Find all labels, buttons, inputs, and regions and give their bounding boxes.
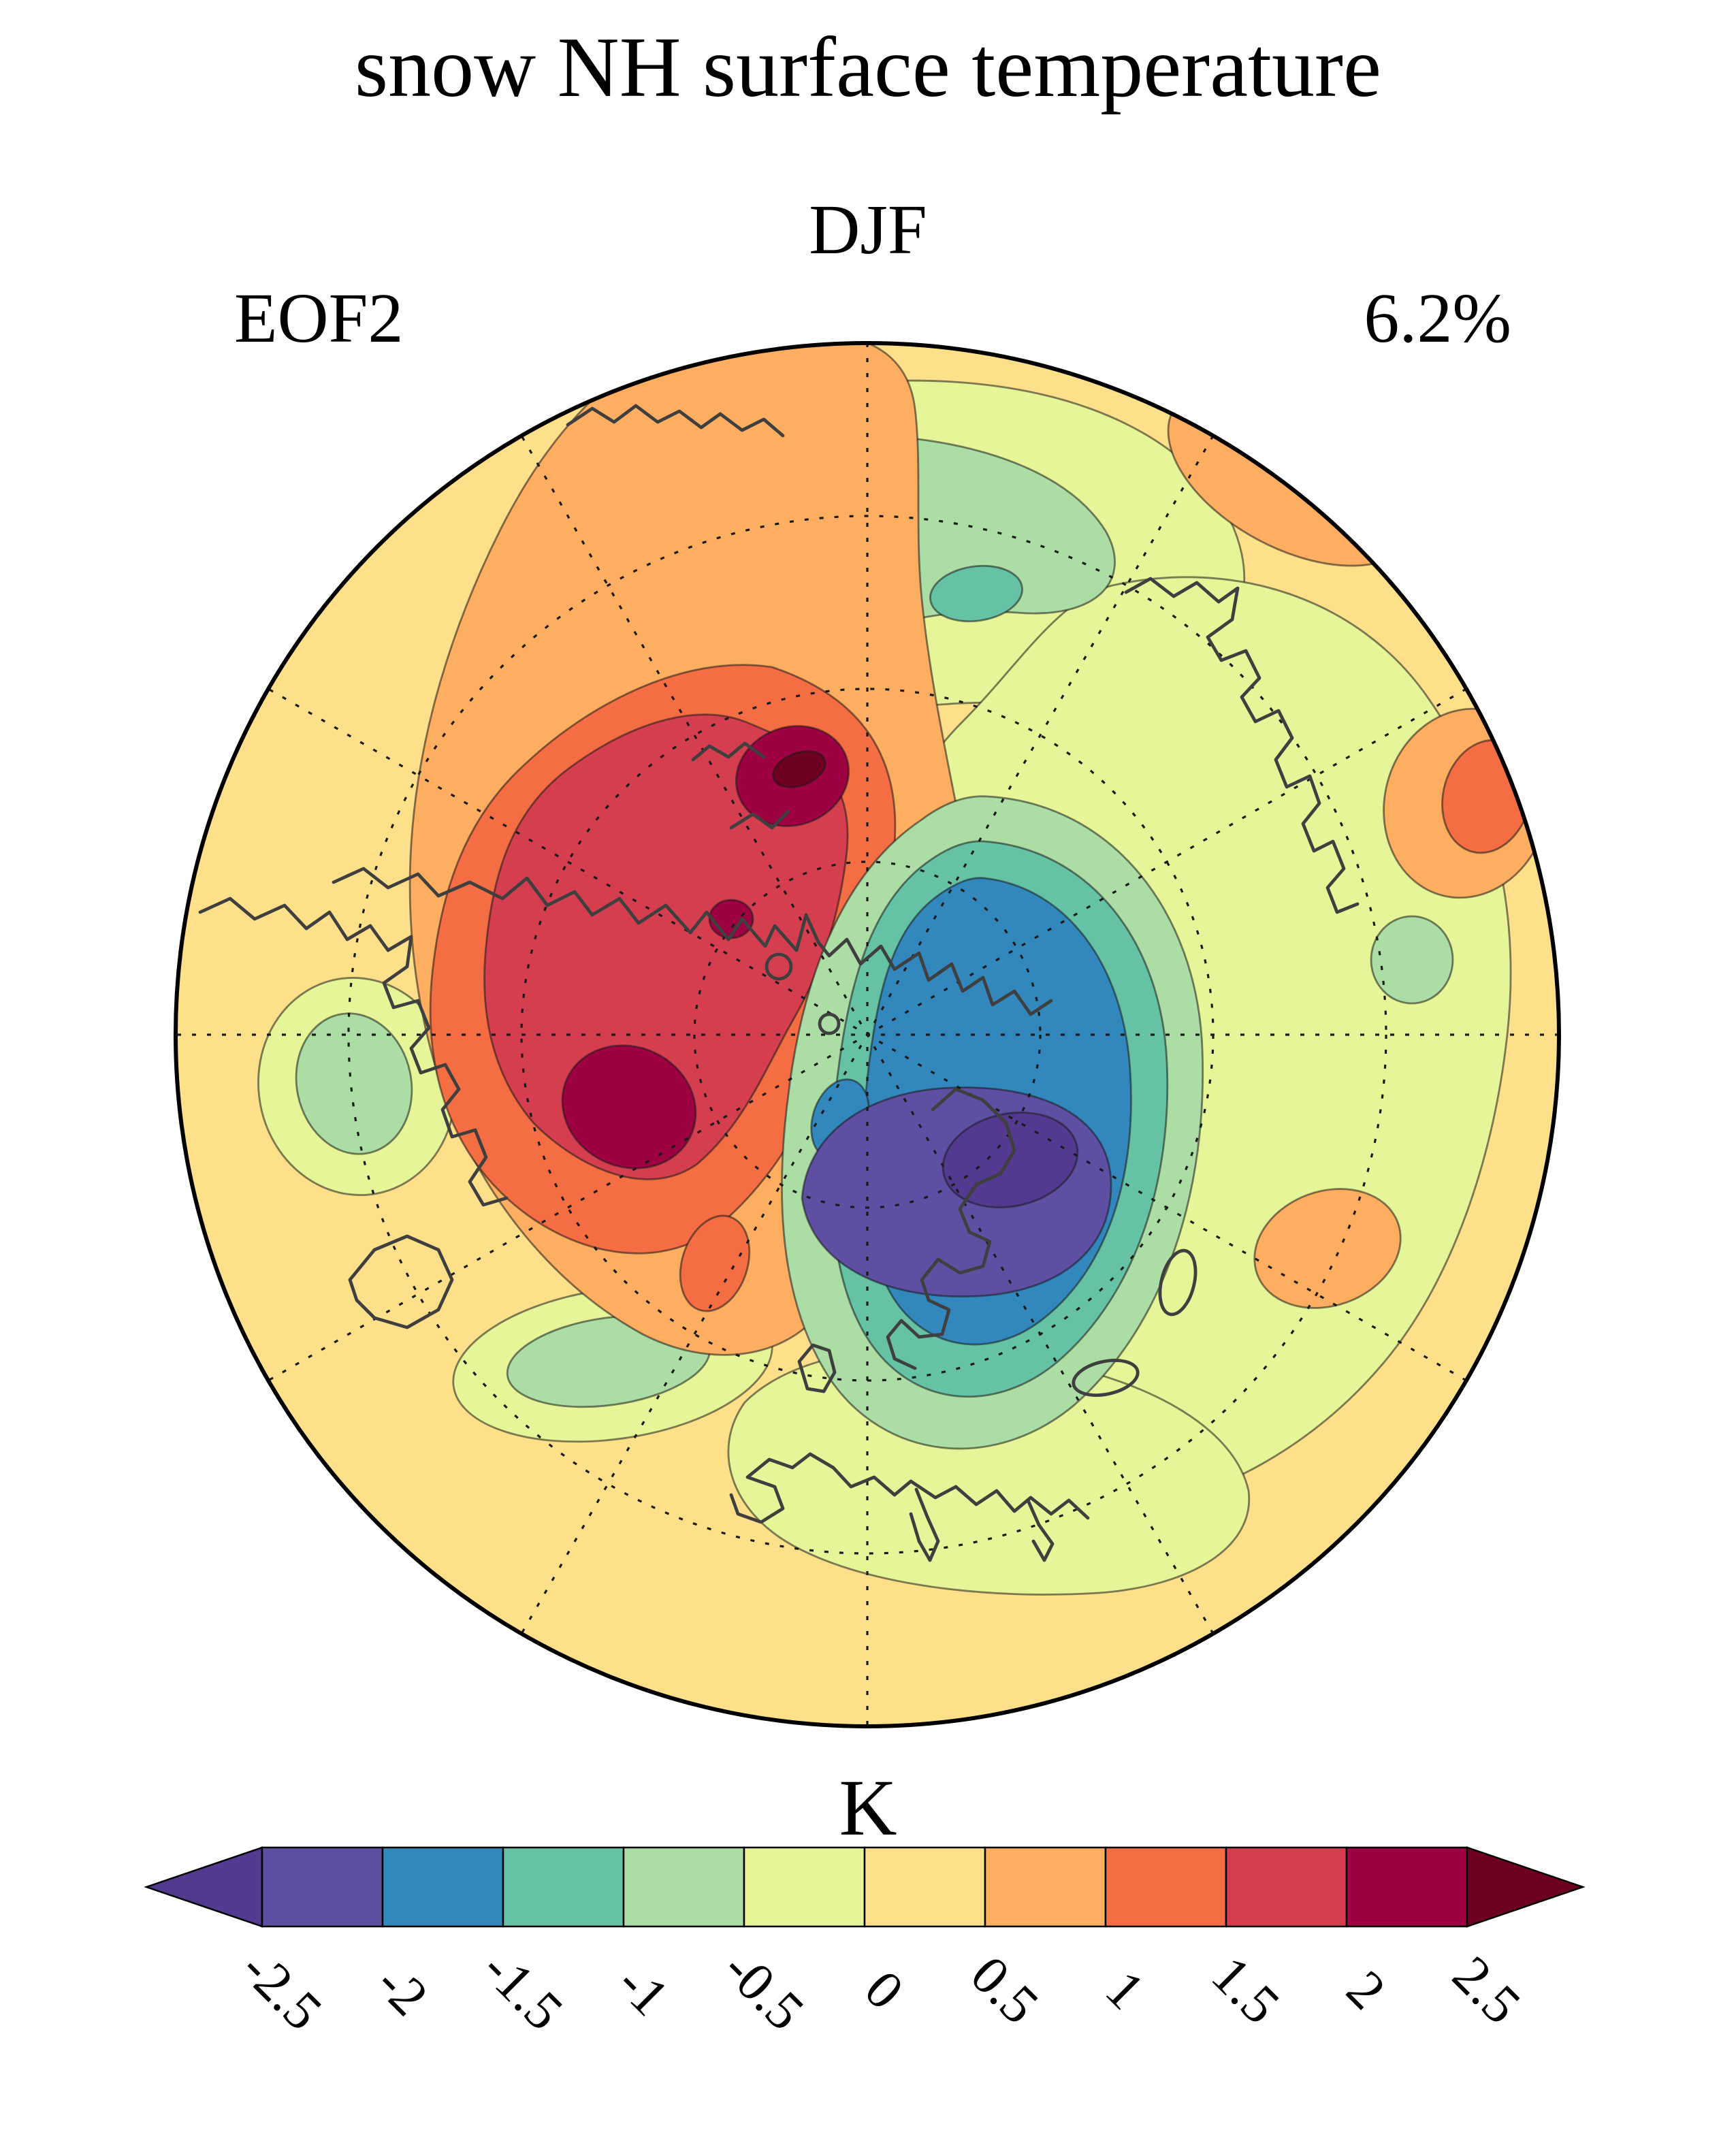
colorbar-tick-label: -2 <box>365 1953 439 2027</box>
coastline-mediterranean <box>729 1452 1090 1524</box>
colorbar-segment <box>743 1846 866 1928</box>
figure-title: snow NH surface temperature <box>355 20 1381 115</box>
colorbar-segment <box>1345 1846 1468 1928</box>
coastline-north-america <box>198 897 509 1207</box>
coastline-siberia <box>332 867 1053 1016</box>
coastline-lake-2 <box>818 1012 841 1035</box>
colorbar-right-arrow <box>1466 1846 1586 1928</box>
contour-warm-tip <box>679 1214 751 1312</box>
colorbar-segment <box>863 1846 986 1928</box>
season-label: DJF <box>809 191 927 269</box>
graticule <box>176 343 1559 1726</box>
colorbar-tick-label: 0 <box>853 1959 915 2021</box>
colorbar-segment <box>1225 1846 1348 1928</box>
explained-variance-label: 6.2% <box>1364 279 1511 357</box>
coastline-inland-2 <box>729 809 790 830</box>
graticule-circle <box>347 515 1387 1555</box>
coastline-scandinavia <box>886 1087 1016 1370</box>
contour-warm-core-south <box>561 1044 697 1169</box>
colorbar-segment <box>502 1846 625 1928</box>
colorbar-segment <box>984 1846 1107 1928</box>
contour-region-east-green-spot <box>1370 915 1454 1005</box>
coastline-inland-1 <box>691 741 766 762</box>
colorbar-tick-label: 2.5 <box>1441 1945 1532 2035</box>
polar-contour-map <box>174 341 1561 1728</box>
contour-warm-15to2 <box>483 713 849 1180</box>
colorbar-tick-label: 1.5 <box>1200 1945 1291 2035</box>
coastline-lake-1 <box>765 952 793 981</box>
eof-mode-label: EOF2 <box>234 279 404 357</box>
colorbar-tick-label: -2.5 <box>229 1939 333 2042</box>
colorbar-units-label: K <box>839 1763 897 1852</box>
contour-warm-core-mid <box>708 899 754 939</box>
colorbar-segment <box>1104 1846 1227 1928</box>
coastline-britain <box>797 1343 837 1393</box>
colorbar: -2.5 -2 -1.5 -1 -0.5 0 0.5 1 1.5 2 2.5 <box>144 1846 1586 2042</box>
coastlines <box>198 404 1360 1562</box>
colorbar-left-arrow <box>144 1846 263 1928</box>
coastline-balkans <box>1026 1498 1055 1562</box>
coastline-alaska <box>566 404 785 438</box>
colorbar-tick-label: 0.5 <box>959 1945 1050 2035</box>
contour-warm-core-max <box>772 750 826 788</box>
colorbar-tick-label: -1.5 <box>470 1939 574 2042</box>
colorbar-segment <box>381 1846 504 1928</box>
contour-region-top-teal-spot <box>929 564 1023 623</box>
graticule-circle <box>693 860 1042 1209</box>
colorbar-segment <box>622 1846 745 1928</box>
coastline-canada-arctic <box>1124 577 1360 914</box>
colorbar-tick-label: 1 <box>1094 1959 1156 2021</box>
contour-warm-southeast-patch <box>1253 1188 1402 1309</box>
colorbar-tick-label: -1 <box>606 1953 680 2027</box>
contour-region-west-green <box>295 1012 413 1155</box>
graticule-meridian <box>520 435 1215 1634</box>
colorbar-segment <box>261 1846 384 1928</box>
map-outline-circle <box>174 341 1561 1728</box>
coastline-black-sea <box>1072 1359 1140 1397</box>
colorbar-tick-label: -0.5 <box>711 1939 815 2042</box>
coastline-italy <box>909 1487 940 1562</box>
colorbar-tick-label: 2 <box>1335 1959 1397 2021</box>
coastline-caspian-sea <box>1158 1248 1197 1317</box>
coastline-greenland <box>348 1234 454 1329</box>
